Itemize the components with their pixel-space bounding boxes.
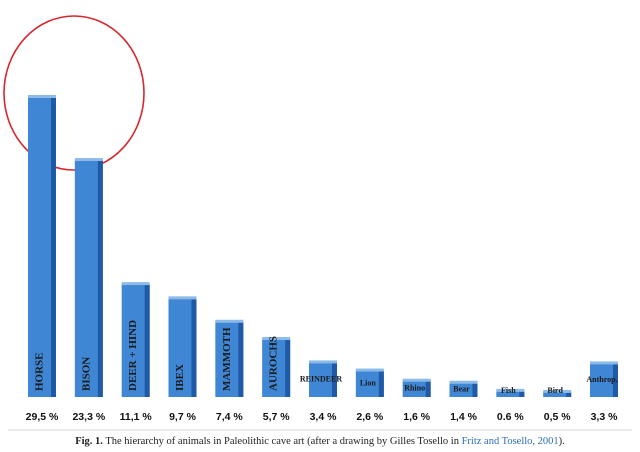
bar-side	[378, 370, 384, 397]
category-label: AUROCHS	[268, 336, 280, 391]
bar-top	[28, 95, 56, 98]
bar-top	[215, 319, 244, 323]
bar-side	[285, 339, 291, 397]
category-label: Fish	[501, 386, 516, 395]
bar-top	[309, 360, 337, 364]
highlight-circle	[3, 15, 145, 171]
value-label: 2,6 %	[356, 411, 384, 423]
value-label: 3,4 %	[310, 411, 338, 423]
value-label: 23,3 %	[72, 411, 105, 423]
bar-top	[355, 368, 384, 372]
bar	[543, 391, 572, 397]
bar-side	[97, 160, 103, 397]
category-label: BISON	[80, 357, 92, 391]
category-label: Bird	[547, 386, 563, 395]
bar-side	[566, 391, 572, 397]
category-label: Rhino	[404, 384, 425, 393]
bar-group	[309, 360, 337, 397]
bar	[496, 390, 525, 397]
bar	[449, 382, 478, 397]
bar-group	[215, 319, 244, 397]
bar-top	[402, 378, 431, 382]
bar-side	[51, 97, 56, 397]
value-label: 1,4 %	[450, 411, 478, 423]
bar-side	[144, 284, 150, 397]
caption-link[interactable]: Fritz and Tosello, 2001	[462, 436, 559, 447]
bar-top	[262, 337, 291, 341]
value-label: 29,5 %	[26, 411, 59, 423]
bar-side	[238, 321, 244, 397]
caption-text: The hierarchy of animals in Paleolithic …	[105, 436, 461, 447]
value-label: 9,7 %	[169, 411, 197, 423]
category-label: Bear	[453, 385, 470, 394]
bar-top	[121, 282, 150, 286]
bar-side	[519, 390, 525, 397]
bar-group	[590, 361, 618, 397]
value-label: 0.6 %	[497, 411, 525, 423]
bar-group	[543, 389, 572, 397]
category-label: DEER + HIND	[127, 320, 139, 391]
category-label: REINDEER	[300, 375, 342, 384]
category-label: Anthrop.	[586, 375, 617, 384]
bar-group	[496, 388, 525, 397]
category-label: IBEX	[174, 364, 186, 391]
bar-top	[74, 158, 103, 162]
bar-side	[613, 363, 618, 397]
value-label: 3,3 %	[591, 411, 619, 423]
bar-top	[168, 296, 197, 300]
caption-label: Fig. 1.	[75, 436, 103, 447]
bar-side	[472, 382, 478, 397]
bar-group	[262, 337, 291, 397]
value-label: 7,4 %	[216, 411, 244, 423]
value-label: 0,5 %	[544, 411, 572, 423]
value-label: 11,1 %	[120, 411, 153, 423]
bar-group	[449, 380, 478, 397]
bar-side	[332, 362, 337, 397]
bar-top	[449, 380, 478, 384]
bar-group	[355, 368, 384, 397]
caption: Fig. 1. The hierarchy of animals in Pale…	[75, 436, 565, 447]
category-label: Lion	[360, 379, 377, 388]
bar-group	[28, 95, 56, 397]
bar-side	[425, 380, 431, 397]
bar-top	[543, 389, 572, 393]
bar-group	[74, 158, 103, 397]
value-label: 1,6 %	[403, 411, 431, 423]
bar	[402, 380, 431, 397]
bar-side	[191, 298, 197, 397]
bar-top	[590, 361, 618, 365]
value-label: 5,7 %	[263, 411, 291, 423]
bar-group	[121, 282, 150, 397]
category-label: HORSE	[34, 352, 46, 391]
category-label: MAMMOTH	[221, 327, 233, 391]
bar-top	[496, 388, 525, 392]
bar-group	[168, 296, 197, 397]
bar-group	[402, 378, 431, 397]
caption-end: ).	[559, 436, 565, 447]
